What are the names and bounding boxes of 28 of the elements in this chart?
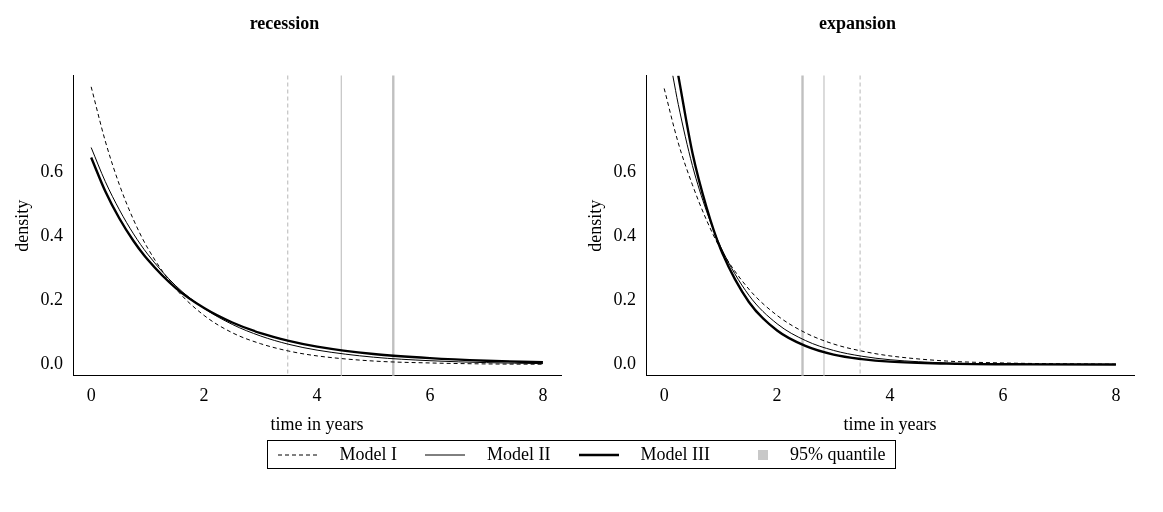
x-tick-label: 6: [998, 385, 1008, 406]
chart-title: recession: [249, 13, 320, 34]
chart-title: expansion: [818, 13, 897, 34]
x-axis-title: time in years: [270, 413, 364, 434]
x-tick-label: 2: [772, 385, 782, 406]
y-axis-title: density: [11, 199, 32, 252]
x-tick-label: 2: [199, 385, 209, 406]
x-tick-label: 4: [885, 385, 895, 406]
legend-label: Model I: [339, 444, 398, 465]
x-tick-label: 6: [425, 385, 435, 406]
x-tick-label: 8: [538, 385, 548, 406]
x-tick-label: 8: [1111, 385, 1121, 406]
legend-label: Model III: [640, 444, 710, 465]
y-tick-label: 0.6: [40, 160, 64, 181]
y-tick-label: 0.6: [613, 160, 637, 181]
y-tick-label: 0.2: [613, 289, 637, 310]
y-tick-label: 0.0: [40, 353, 64, 374]
y-tick-label: 0.4: [40, 224, 64, 245]
x-tick-label: 0: [659, 385, 669, 406]
y-axis-title: density: [584, 199, 605, 252]
legend-label: 95% quantile: [789, 444, 886, 465]
x-axis-title: time in years: [843, 413, 937, 434]
y-tick-label: 0.0: [613, 353, 637, 374]
y-tick-label: 0.2: [40, 289, 64, 310]
legend-label: Model II: [487, 444, 551, 465]
x-tick-label: 0: [86, 385, 96, 406]
x-tick-label: 4: [312, 385, 322, 406]
y-tick-label: 0.4: [613, 224, 637, 245]
